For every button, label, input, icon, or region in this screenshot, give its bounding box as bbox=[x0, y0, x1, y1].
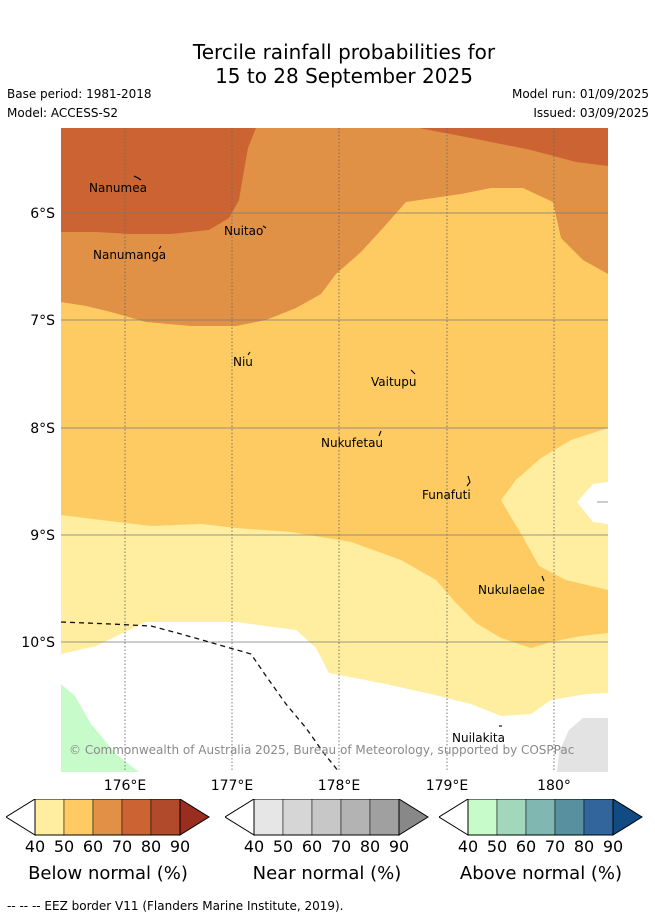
colorbar-above-tick-60: 60 bbox=[515, 837, 537, 856]
lat-label-7s: 7°S bbox=[30, 313, 55, 329]
colorbar-near-under bbox=[225, 799, 255, 836]
label-nuilakita: Nuilakita bbox=[452, 731, 505, 745]
colorbar-above-tick-40: 40 bbox=[457, 837, 479, 856]
label-niu: Niu bbox=[233, 355, 253, 369]
colorbar-below-tick-90: 90 bbox=[169, 837, 191, 856]
funafuti-island bbox=[466, 475, 471, 487]
colorbar-below-tick-70: 70 bbox=[111, 837, 133, 856]
colorbar-above-over bbox=[612, 799, 643, 836]
nukufetau-island bbox=[378, 430, 382, 437]
colorbar-near-tick-90: 90 bbox=[388, 837, 410, 856]
niu-island bbox=[247, 351, 251, 356]
nanumanga-island bbox=[158, 245, 162, 250]
label-nukufetau: Nukufetau bbox=[321, 436, 383, 450]
lon-label-176e: 176°E bbox=[103, 778, 147, 794]
colorbar-above-swatch-50 bbox=[496, 799, 527, 836]
colorbar-near-title: Near normal (%) bbox=[252, 863, 402, 884]
map-title-line1: Tercile rainfall probabilities for bbox=[192, 40, 496, 64]
colorbar-above bbox=[439, 799, 643, 836]
zone-above-40 bbox=[61, 684, 139, 772]
island-marks bbox=[133, 175, 545, 727]
lon-label-178e: 178°E bbox=[317, 778, 361, 794]
graticule bbox=[61, 212, 608, 643]
colorbar-above-swatch-80 bbox=[583, 799, 614, 836]
zone-below-40-east bbox=[501, 428, 608, 590]
nanumea-island bbox=[133, 175, 142, 181]
colorbar-near-tick-60: 60 bbox=[301, 837, 323, 856]
lon-label-179e: 179°E bbox=[425, 778, 469, 794]
map-title-line2: 15 to 28 September 2025 bbox=[215, 64, 473, 88]
colorbar-below-over bbox=[179, 799, 210, 836]
colorbar-near-tick-50: 50 bbox=[272, 837, 294, 856]
label-nanumea: Nanumea bbox=[89, 181, 147, 195]
colorbar-near-swatches bbox=[253, 799, 400, 836]
label-funafuti: Funafuti bbox=[422, 488, 471, 502]
colorbar-near-tick-80: 80 bbox=[359, 837, 381, 856]
colorbar-below-under bbox=[6, 799, 36, 836]
colorbar-near-swatch-80 bbox=[369, 799, 400, 836]
colorbar-below-tick-40: 40 bbox=[24, 837, 46, 856]
colorbar-below-swatch-60 bbox=[92, 799, 123, 836]
colorbar-near bbox=[225, 799, 429, 836]
lat-label-9s: 9°S bbox=[30, 528, 55, 544]
colorbar-near-over bbox=[398, 799, 429, 836]
colorbar-above-tick-80: 80 bbox=[573, 837, 595, 856]
probability-map: Nanumea Nuitao Nanumanga Niu Vaitupu Nuk… bbox=[61, 128, 608, 772]
eez-border bbox=[61, 621, 340, 772]
colorbar-below bbox=[6, 799, 210, 836]
colorbar-near-tick-40: 40 bbox=[243, 837, 265, 856]
colorbar-above-title: Above normal (%) bbox=[459, 863, 623, 884]
colorbar-above-tick-70: 70 bbox=[544, 837, 566, 856]
lat-label-10s: 10°S bbox=[21, 635, 55, 651]
colorbar-near-tick-70: 70 bbox=[330, 837, 352, 856]
model-run: Model run: 01/09/2025 bbox=[511, 87, 649, 101]
colorbar-below-swatch-50 bbox=[63, 799, 94, 836]
zone-white-notch bbox=[577, 482, 608, 524]
colorbar-above-swatch-40 bbox=[467, 799, 498, 836]
nukulaelae-island bbox=[541, 575, 545, 582]
map-svg: Nanumea Nuitao Nanumanga Niu Vaitupu Nuk… bbox=[61, 128, 608, 772]
zone-near-40 bbox=[557, 718, 608, 772]
colorbar-near-swatch-70 bbox=[340, 799, 371, 836]
lat-label-8s: 8°S bbox=[30, 421, 55, 437]
vaitupu-island bbox=[410, 369, 416, 375]
colorbar-near-swatch-60 bbox=[311, 799, 342, 836]
colorbar-below-title: Below normal (%) bbox=[28, 863, 188, 884]
meridians bbox=[124, 128, 555, 772]
colorbar-above-swatches bbox=[467, 799, 614, 836]
colorbar-above-tick-90: 90 bbox=[602, 837, 624, 856]
colorbar-below-swatch-80 bbox=[150, 799, 181, 836]
base-period: Base period: 1981-2018 bbox=[7, 87, 152, 101]
lon-label-180: 180° bbox=[537, 778, 571, 794]
lon-label-177e: 177°E bbox=[210, 778, 254, 794]
nuitao-island bbox=[262, 225, 267, 229]
label-nanumanga: Nanumanga bbox=[93, 248, 166, 262]
colorbar-near-swatch-40 bbox=[253, 799, 284, 836]
colorbar-below-swatches bbox=[34, 799, 181, 836]
colorbar-above-tick-50: 50 bbox=[486, 837, 508, 856]
colorbar-below-tick-50: 50 bbox=[53, 837, 75, 856]
colorbar-above-swatch-60 bbox=[525, 799, 556, 836]
zone-below-70-northeast bbox=[419, 128, 608, 166]
colorbar-above-under bbox=[439, 799, 469, 836]
colorbar-below-tick-80: 80 bbox=[140, 837, 162, 856]
colorbar-near-swatch-50 bbox=[282, 799, 313, 836]
colorbar-below-swatch-40 bbox=[34, 799, 65, 836]
colorbar-below-tick-60: 60 bbox=[82, 837, 104, 856]
copyright-notice: © Commonwealth of Australia 2025, Bureau… bbox=[69, 743, 574, 757]
eez-footnote: -- -- -- EEZ border V11 (Flanders Marine… bbox=[7, 899, 344, 913]
label-vaitupu: Vaitupu bbox=[371, 375, 417, 389]
model-name: Model: ACCESS-S2 bbox=[7, 106, 119, 120]
zone-neutral bbox=[61, 622, 608, 772]
issued-date: Issued: 03/09/2025 bbox=[533, 106, 649, 120]
label-nuitao: Nuitao bbox=[224, 224, 263, 238]
lat-label-6s: 6°S bbox=[30, 206, 55, 222]
zone-below-70-northwest bbox=[61, 128, 256, 234]
label-nukulaelae: Nukulaelae bbox=[478, 583, 545, 597]
colorbar-below-swatch-70 bbox=[121, 799, 152, 836]
colorbar-above-swatch-70 bbox=[554, 799, 585, 836]
